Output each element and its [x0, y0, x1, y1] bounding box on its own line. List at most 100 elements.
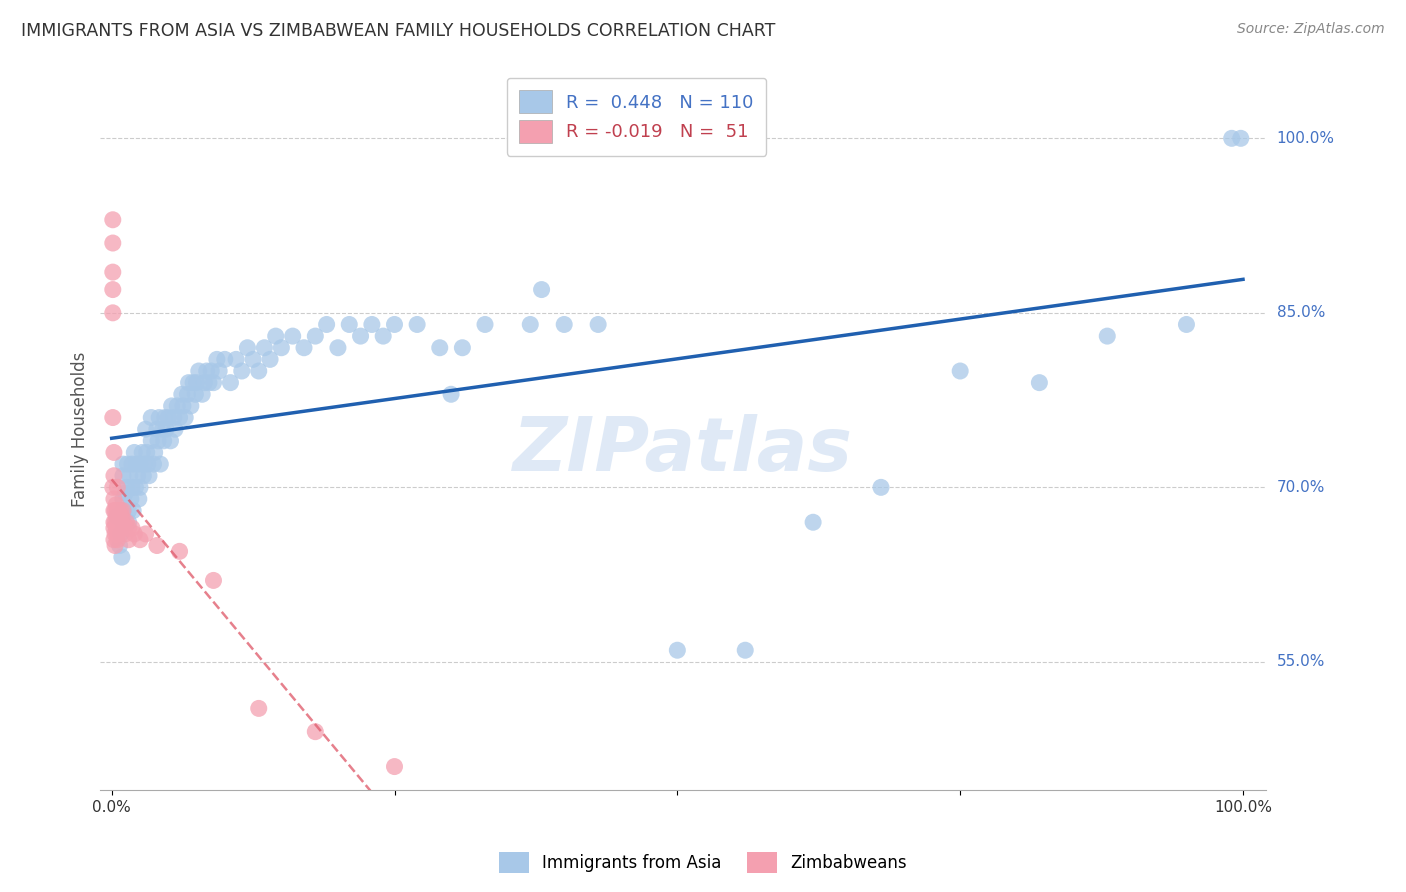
- Point: [120, 491, 142, 506]
- Point: [176, 387, 198, 401]
- Point: [125, 457, 148, 471]
- Point: [104, 527, 127, 541]
- Point: [110, 527, 132, 541]
- Point: [157, 410, 180, 425]
- Point: [225, 352, 247, 367]
- Point: [177, 376, 200, 390]
- Point: [111, 468, 134, 483]
- Point: [247, 364, 270, 378]
- Point: [111, 515, 134, 529]
- Point: [141, 434, 163, 448]
- Point: [200, 364, 222, 378]
- Point: [115, 515, 138, 529]
- Point: [104, 503, 127, 517]
- Point: [406, 318, 429, 332]
- Point: [181, 376, 204, 390]
- Point: [586, 318, 609, 332]
- Point: [108, 539, 131, 553]
- Point: [174, 410, 197, 425]
- Point: [146, 539, 169, 553]
- Point: [138, 468, 160, 483]
- Point: [187, 364, 209, 378]
- Point: [264, 329, 287, 343]
- Point: [105, 515, 128, 529]
- Point: [103, 515, 125, 529]
- Point: [153, 410, 176, 425]
- Point: [304, 329, 326, 343]
- Point: [101, 480, 124, 494]
- Point: [105, 509, 128, 524]
- Point: [247, 701, 270, 715]
- Text: 100.0%: 100.0%: [1277, 131, 1334, 145]
- Point: [107, 503, 129, 517]
- Point: [202, 376, 225, 390]
- Point: [159, 434, 181, 448]
- Point: [219, 376, 242, 390]
- Point: [186, 376, 208, 390]
- Point: [349, 329, 371, 343]
- Point: [163, 422, 186, 436]
- Point: [124, 527, 146, 541]
- Point: [108, 509, 131, 524]
- Point: [105, 527, 128, 541]
- Point: [117, 457, 139, 471]
- Point: [202, 574, 225, 588]
- Point: [103, 468, 125, 483]
- Point: [141, 410, 163, 425]
- Point: [870, 480, 893, 494]
- Point: [110, 515, 132, 529]
- Point: [129, 533, 152, 547]
- Point: [146, 422, 169, 436]
- Point: [118, 468, 141, 483]
- Point: [111, 550, 134, 565]
- Point: [148, 410, 170, 425]
- Legend: R =  0.448   N = 110, R = -0.019   N =  51: R = 0.448 N = 110, R = -0.019 N = 51: [506, 78, 766, 155]
- Point: [163, 410, 186, 425]
- Point: [101, 410, 124, 425]
- Point: [451, 341, 474, 355]
- Point: [124, 480, 146, 494]
- Point: [191, 387, 214, 401]
- Point: [124, 445, 146, 459]
- Point: [666, 643, 689, 657]
- Point: [105, 503, 128, 517]
- Point: [170, 387, 193, 401]
- Point: [146, 434, 169, 448]
- Point: [152, 422, 174, 436]
- Point: [1229, 131, 1251, 145]
- Point: [101, 265, 124, 279]
- Point: [143, 445, 166, 459]
- Point: [180, 399, 202, 413]
- Point: [117, 503, 139, 517]
- Point: [121, 521, 143, 535]
- Point: [1028, 376, 1050, 390]
- Point: [122, 503, 145, 517]
- Point: [214, 352, 236, 367]
- Point: [101, 212, 124, 227]
- Text: IMMIGRANTS FROM ASIA VS ZIMBABWEAN FAMILY HOUSEHOLDS CORRELATION CHART: IMMIGRANTS FROM ASIA VS ZIMBABWEAN FAMIL…: [21, 22, 776, 40]
- Point: [111, 457, 134, 471]
- Point: [111, 509, 134, 524]
- Point: [360, 318, 382, 332]
- Point: [103, 503, 125, 517]
- Point: [184, 387, 207, 401]
- Text: Source: ZipAtlas.com: Source: ZipAtlas.com: [1237, 22, 1385, 37]
- Point: [129, 480, 152, 494]
- Point: [949, 364, 972, 378]
- Y-axis label: Family Households: Family Households: [72, 351, 89, 507]
- Point: [801, 515, 824, 529]
- Legend: Immigrants from Asia, Zimbabweans: Immigrants from Asia, Zimbabweans: [492, 846, 914, 880]
- Point: [155, 422, 177, 436]
- Point: [384, 318, 406, 332]
- Point: [315, 318, 337, 332]
- Point: [104, 515, 127, 529]
- Point: [128, 491, 150, 506]
- Point: [1175, 318, 1198, 332]
- Point: [103, 491, 125, 506]
- Text: 85.0%: 85.0%: [1277, 305, 1324, 320]
- Point: [326, 341, 349, 355]
- Point: [114, 486, 136, 500]
- Point: [270, 341, 292, 355]
- Point: [208, 364, 231, 378]
- Point: [121, 480, 143, 494]
